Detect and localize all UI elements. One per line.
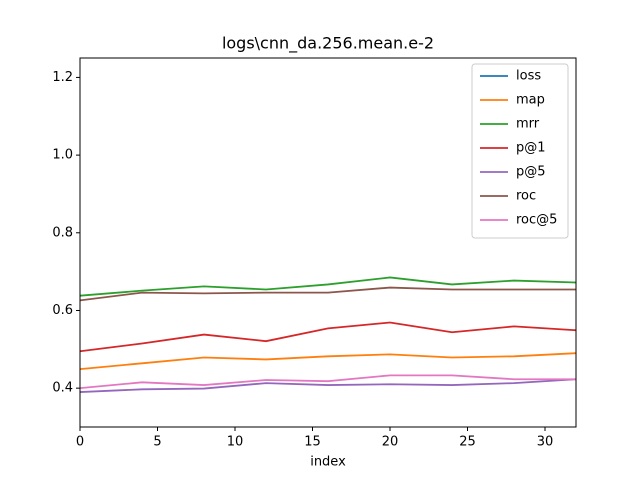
y-tick-label: 1.0 [52,148,73,163]
chart-title: logs\cnn_da.256.mean.e-2 [222,34,434,54]
line-series [80,321,576,353]
legend-label: map [516,93,545,108]
line-series [80,286,576,302]
plot-frame [79,57,577,428]
line-series [80,352,576,371]
y-tick-label: 1.2 [52,70,73,85]
x-tick-label: 30 [537,435,554,450]
legend-label: loss [516,69,541,84]
x-tick-label: 0 [76,435,84,450]
legend-box [471,63,569,239]
y-tick-label: 0.8 [52,225,73,240]
y-tick-label: 0.6 [52,303,73,318]
legend-label: p@5 [516,165,546,180]
x-tick-label: 5 [153,435,161,450]
x-tick-label: 20 [382,435,399,450]
legend-label: mrr [516,117,540,132]
line-series [80,374,576,390]
line-series [80,378,576,393]
x-tick-label: 10 [227,435,244,450]
legend-label: roc [516,189,536,204]
legend-label: roc@5 [516,213,557,228]
legend-label: p@1 [516,141,546,156]
x-tick-label: 15 [304,435,321,450]
x-axis-label: index [310,455,346,470]
line-series [80,276,576,297]
y-tick-label: 0.4 [52,381,73,396]
x-tick-label: 25 [459,435,476,450]
